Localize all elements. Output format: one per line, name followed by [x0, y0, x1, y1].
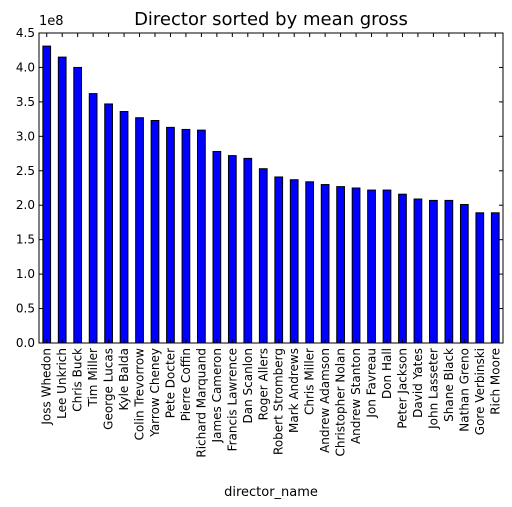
x-tick-label: Andrew Adamson	[318, 348, 332, 453]
bar	[181, 128, 191, 344]
bar	[135, 117, 144, 344]
bar	[444, 199, 454, 344]
bar	[73, 66, 83, 344]
plot-area-frame	[38, 32, 504, 344]
x-tick-label: Dan Scanlon	[241, 348, 255, 423]
y-tick-label: 2.5	[16, 164, 35, 178]
bar	[336, 186, 345, 344]
bar	[398, 193, 407, 344]
x-tick-label: Robert Stromberg	[272, 348, 286, 455]
y-tick-label: 2.0	[16, 198, 35, 212]
y-tick-label: 1.0	[16, 267, 35, 281]
x-tick-label: Nathan Greno	[457, 348, 471, 432]
x-tick-label: Peter Jackson	[395, 348, 409, 429]
x-tick-label: Chris Buck	[71, 348, 85, 412]
bar	[57, 56, 67, 344]
x-tick-label: Tim Miller	[86, 348, 100, 408]
x-tick-label: Christopher Nolan	[334, 348, 348, 457]
bar	[459, 204, 469, 344]
x-tick-label: Jon Favreau	[365, 348, 379, 419]
x-ticks-group: Joss Whedon Lee Unkrich Chris Buck Tim Mill…	[40, 33, 502, 458]
x-tick-label: Don Hall	[380, 348, 394, 399]
y-tick-label: 4.5	[16, 26, 35, 40]
bar	[258, 168, 268, 344]
bar	[289, 179, 299, 344]
x-tick-label: Chris Miller	[303, 348, 317, 415]
bar	[197, 129, 206, 344]
x-tick-label: Francis Lawrence	[225, 348, 239, 451]
x-tick-label: John Lasseter	[426, 348, 440, 430]
bar	[212, 150, 222, 344]
y-ticks-group: 0.0 0.5 1.0 1.5 2.0 2.5 3.0 3.5 4.0 4.5	[16, 26, 503, 350]
x-tick-label: Richard Marquand	[194, 348, 208, 458]
chart-title: Director sorted by mean gross	[134, 9, 408, 30]
y-tick-label: 4.0	[16, 60, 35, 74]
bar	[274, 176, 284, 344]
y-axis-multiplier: 1e8	[39, 14, 64, 29]
bar	[119, 111, 129, 344]
x-tick-label: David Yates	[411, 348, 425, 418]
bar	[42, 45, 52, 344]
y-tick-label: 1.5	[16, 233, 35, 247]
x-tick-label: Kyle Balda	[117, 348, 131, 411]
x-tick-label: Roger Allers	[256, 348, 270, 420]
y-tick-label: 3.0	[16, 129, 35, 143]
bar	[429, 199, 438, 344]
y-tick-label: 0.5	[16, 302, 35, 316]
x-tick-label: Joss Whedon	[40, 348, 54, 426]
x-tick-label: Pete Docter	[163, 348, 177, 418]
x-tick-label: Rich Moore	[488, 348, 502, 415]
bar	[413, 198, 423, 344]
bar	[150, 119, 160, 344]
bar	[227, 155, 237, 344]
bar	[305, 181, 315, 344]
y-tick-label: 3.5	[16, 95, 35, 109]
x-tick-label: George Lucas	[102, 348, 116, 430]
bar	[104, 103, 113, 344]
bar	[475, 212, 485, 344]
x-tick-label: Andrew Stanton	[349, 348, 363, 444]
bar	[88, 93, 98, 344]
x-tick-label: Mark Andrews	[287, 348, 301, 433]
bar	[490, 212, 500, 344]
bars-group	[42, 45, 500, 344]
bar	[351, 187, 361, 344]
x-tick-label: Yarrow Cheney	[148, 348, 162, 438]
x-tick-label: Gore Verbinski	[473, 348, 487, 435]
x-tick-label: James Cameron	[210, 348, 224, 443]
x-tick-label: Lee Unkrich	[55, 348, 69, 419]
bar	[382, 189, 392, 344]
y-tick-label: 0.0	[16, 336, 35, 350]
bar	[320, 184, 330, 344]
bar	[367, 189, 376, 344]
x-tick-label: Colin Trevorrow	[133, 348, 147, 441]
bar	[166, 126, 175, 344]
bar	[243, 157, 253, 344]
x-axis-label: director_name	[224, 485, 318, 500]
x-tick-label: Pierre Coffin	[179, 348, 193, 421]
x-tick-label: Shane Black	[442, 348, 456, 422]
